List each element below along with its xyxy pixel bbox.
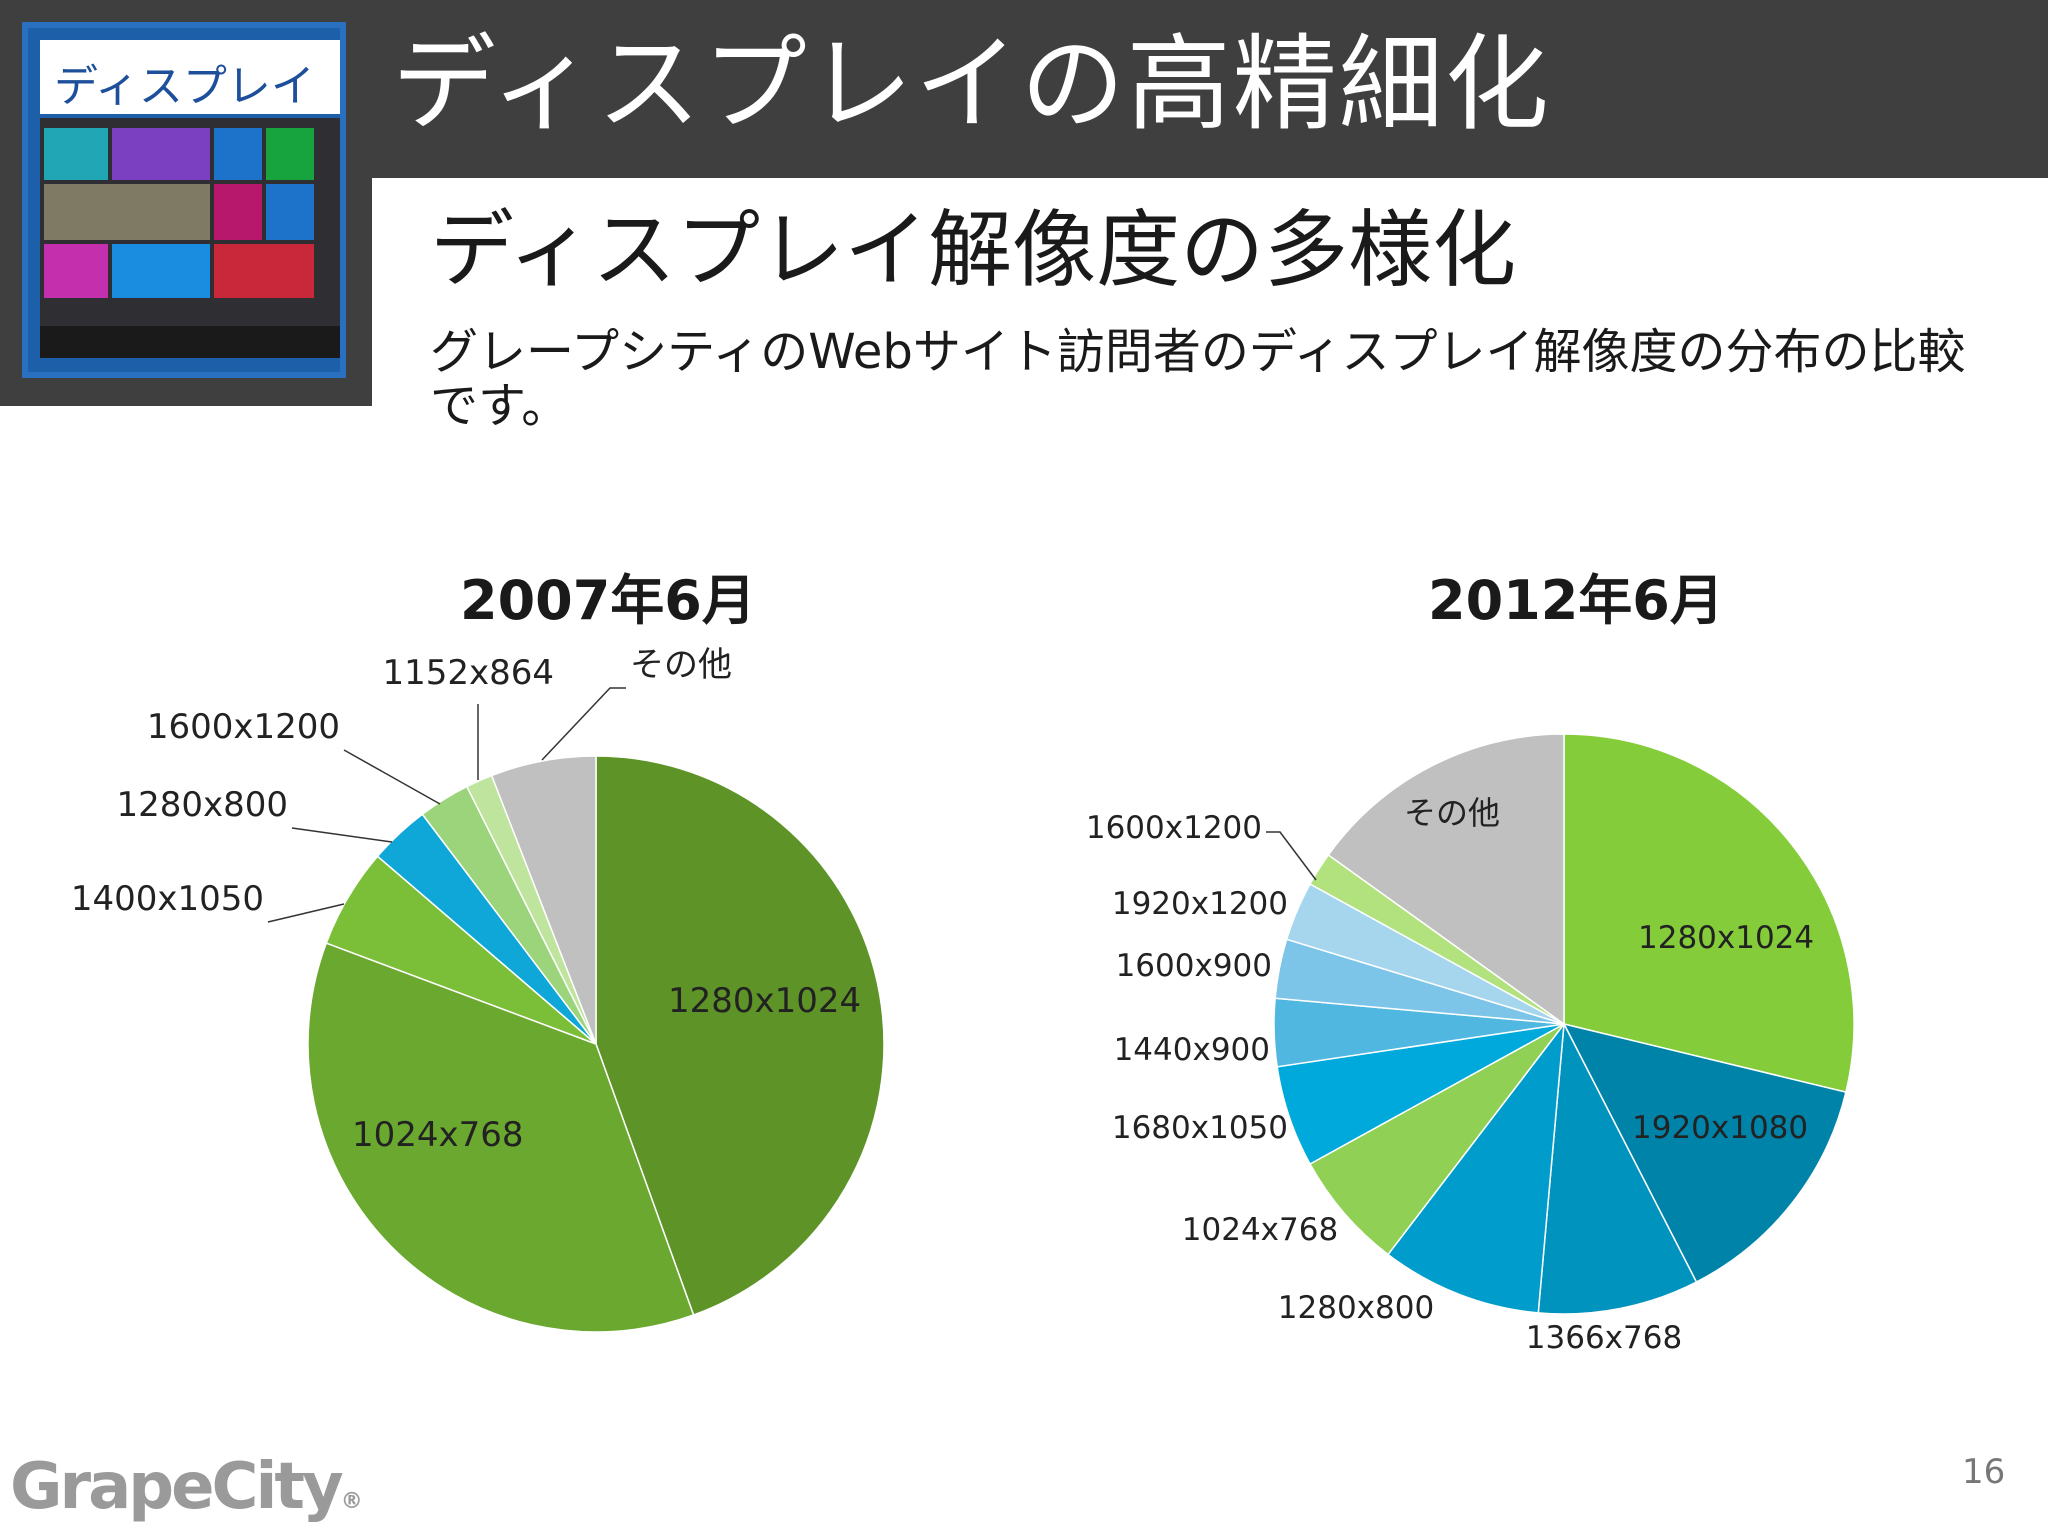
tile — [112, 128, 210, 180]
slice-label: 1280x800 — [1278, 1290, 1434, 1326]
thumbnail-label-box: ディスプレイ — [40, 40, 340, 114]
pie-slice-2007-1 — [307, 942, 695, 1333]
slice-label: 1440x900 — [1114, 1032, 1270, 1068]
slice-label: 1280x1024 — [668, 981, 861, 1021]
slice-label: 1600x900 — [1116, 948, 1272, 984]
pie-slice-2012-0 — [1563, 733, 1855, 1094]
tile — [44, 244, 108, 298]
slice-label: 1024x768 — [352, 1115, 524, 1155]
pie-slice-2007-6 — [490, 755, 597, 1045]
weather-tile — [112, 244, 210, 298]
tile — [214, 244, 314, 298]
grapecity-logo: GrapeCity® — [10, 1450, 363, 1524]
taskbar — [40, 326, 340, 358]
page-number: 16 — [1962, 1452, 2006, 1492]
photo-tile — [44, 184, 210, 240]
tile — [214, 184, 262, 240]
description-text: グレープシティのWebサイト訪問者のディスプレイ解像度の分布の比較です。 — [430, 324, 1966, 434]
display-thumbnail: ディスプレイ — [22, 22, 346, 378]
pie-chart-title-2012: 2012年6月 — [1428, 569, 1724, 632]
slide-title: ディスプレイの高精細化 — [392, 23, 1551, 145]
thumbnail-frame: ディスプレイ — [0, 0, 372, 406]
pie-slice-2012-10 — [1327, 733, 1565, 1026]
tablet-start-screen-image — [40, 118, 340, 358]
pie-slice-2012-3 — [1386, 1021, 1565, 1314]
slice-label: 1400x1050 — [71, 879, 264, 919]
pie-slice-2012-1 — [1562, 1022, 1847, 1284]
pie-slice-2012-2 — [1537, 1021, 1698, 1315]
slice-label: 1680x1050 — [1112, 1110, 1288, 1146]
pie-slice-2007-0 — [595, 755, 885, 1316]
leader-line — [267, 903, 345, 923]
thumbnail-label: ディスプレイ — [54, 61, 315, 112]
store-icon — [266, 128, 314, 180]
slice-label: 1920x1080 — [1632, 1110, 1808, 1146]
slice-label: 1152x864 — [382, 653, 554, 693]
leader-line — [343, 749, 441, 805]
slice-label: 1600x1200 — [1086, 810, 1262, 846]
ie-icon — [214, 128, 262, 180]
slice-label: その他 — [630, 645, 732, 685]
cloud-icon — [266, 184, 314, 240]
pie-chart-title-2007: 2007年6月 — [460, 569, 756, 632]
tile — [44, 128, 108, 180]
slice-label: 1024x768 — [1182, 1212, 1338, 1248]
pie-slice-2012-4 — [1309, 1023, 1565, 1256]
slice-label: その他 — [1404, 794, 1500, 832]
slice-label: 1280x800 — [116, 785, 288, 825]
leader-line — [541, 687, 626, 761]
section-heading: ディスプレイ解像度の多様化 — [430, 201, 1517, 299]
slice-label: 1600x1200 — [147, 707, 340, 747]
slice-label: 1920x1200 — [1112, 886, 1288, 922]
slice-label: 1366x768 — [1526, 1320, 1682, 1356]
leader-line — [291, 827, 393, 843]
leader-line — [1266, 831, 1317, 881]
slice-label: 1280x1024 — [1638, 920, 1814, 956]
